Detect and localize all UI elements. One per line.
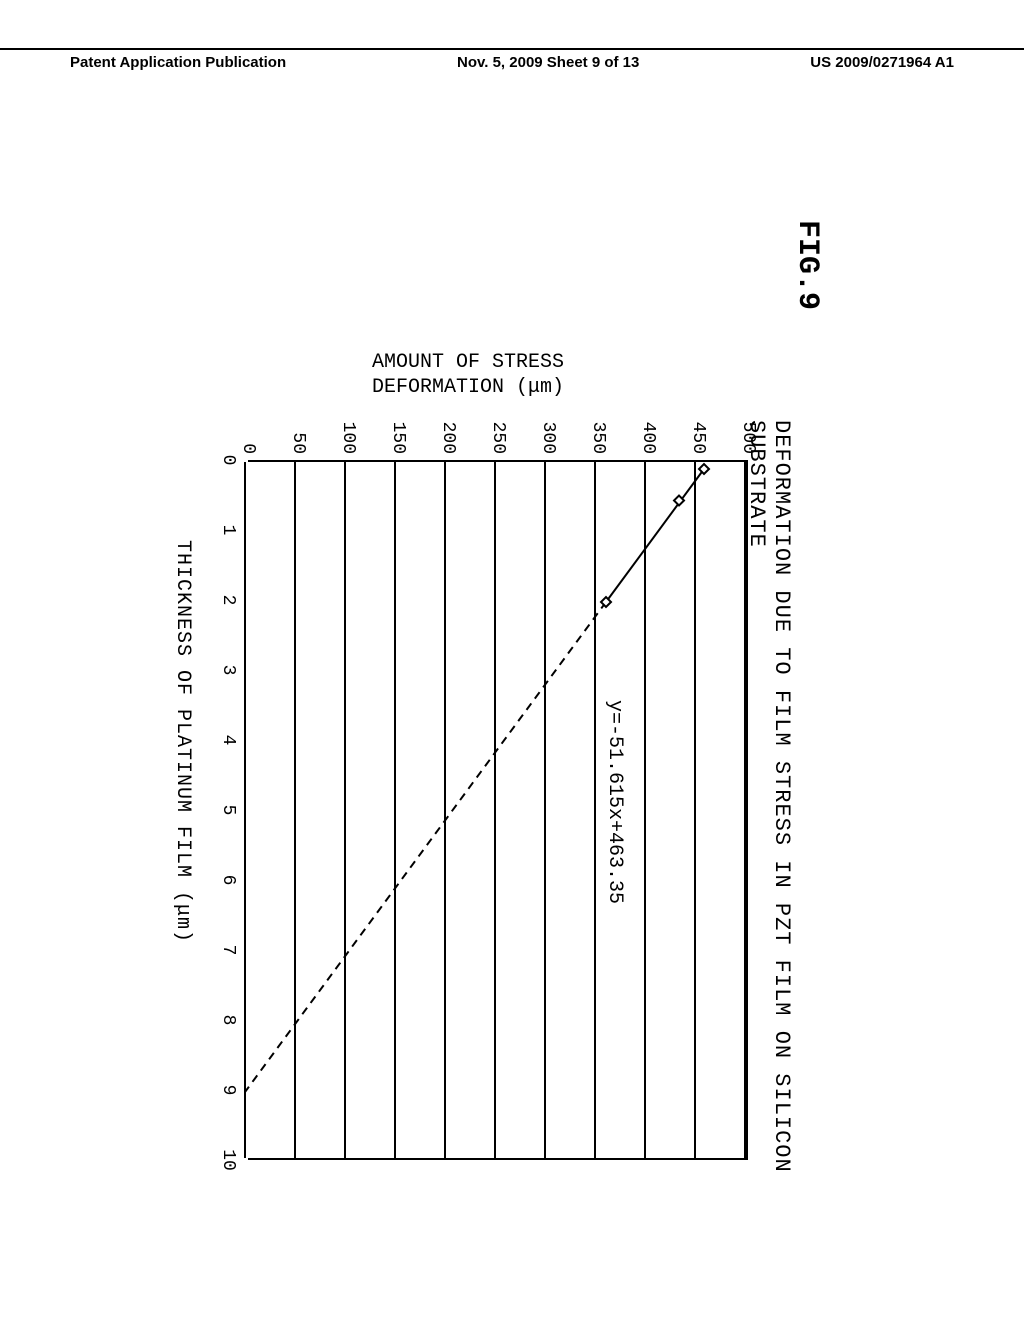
y-tick: 150 <box>388 410 408 454</box>
grid-line <box>744 462 746 1158</box>
x-tick: 6 <box>218 875 238 886</box>
grid-line <box>644 462 646 1158</box>
x-tick-labels: 012345678910 <box>208 460 238 1160</box>
y-tick-labels: 050100150200250300350400450500 <box>248 410 748 454</box>
y-tick: 350 <box>588 410 608 454</box>
x-tick: 1 <box>218 525 238 536</box>
grid-line <box>394 462 396 1158</box>
trend-line-dashed <box>245 602 606 1092</box>
grid-line <box>294 462 296 1158</box>
grid-line <box>594 462 596 1158</box>
page-header: Patent Application Publication Nov. 5, 2… <box>0 48 1024 71</box>
x-tick: 9 <box>218 1085 238 1096</box>
rotated-stage: FIG.9 DEFORMATION DUE TO FILM STRESS IN … <box>0 120 1024 1240</box>
y-tick: 250 <box>488 410 508 454</box>
y-tick: 200 <box>438 410 458 454</box>
grid-line <box>444 462 446 1158</box>
x-tick: 5 <box>218 805 238 816</box>
y-tick: 400 <box>638 410 658 454</box>
grid-line <box>544 462 546 1158</box>
x-axis-label: THICKNESS OF PLATINUM FILM (μm) <box>171 540 194 943</box>
y-tick: 500 <box>738 410 758 454</box>
header-center: Nov. 5, 2009 Sheet 9 of 13 <box>457 54 639 71</box>
x-tick: 8 <box>218 1015 238 1026</box>
y-axis-label: AMOUNT OF STRESS DEFORMATION (μm) <box>372 350 564 400</box>
header-left: Patent Application Publication <box>0 54 286 71</box>
grid-line <box>494 462 496 1158</box>
x-tick: 3 <box>218 665 238 676</box>
trend-line-solid <box>606 469 704 602</box>
y-tick: 100 <box>338 410 358 454</box>
x-tick: 0 <box>218 455 238 466</box>
x-tick: 10 <box>218 1149 238 1171</box>
chart-svg <box>246 462 746 1162</box>
grid-line <box>244 462 246 1158</box>
grid-line <box>694 462 696 1158</box>
header-right: US 2009/0271964 A1 <box>810 54 1024 71</box>
y-tick: 50 <box>288 410 308 454</box>
chart-title: DEFORMATION DUE TO FILM STRESS IN PZT FI… <box>744 420 794 1180</box>
figure-label: FIG.9 <box>790 220 824 310</box>
x-tick: 2 <box>218 595 238 606</box>
y-tick: 0 <box>238 410 258 454</box>
plot-area: y=-51.615x+463.35 <box>248 460 748 1160</box>
y-tick: 300 <box>538 410 558 454</box>
equation-annotation: y=-51.615x+463.35 <box>603 700 626 904</box>
x-tick: 7 <box>218 945 238 956</box>
x-tick: 4 <box>218 735 238 746</box>
figure-region: FIG.9 DEFORMATION DUE TO FILM STRESS IN … <box>0 120 1024 1240</box>
grid-line <box>344 462 346 1158</box>
y-tick: 450 <box>688 410 708 454</box>
